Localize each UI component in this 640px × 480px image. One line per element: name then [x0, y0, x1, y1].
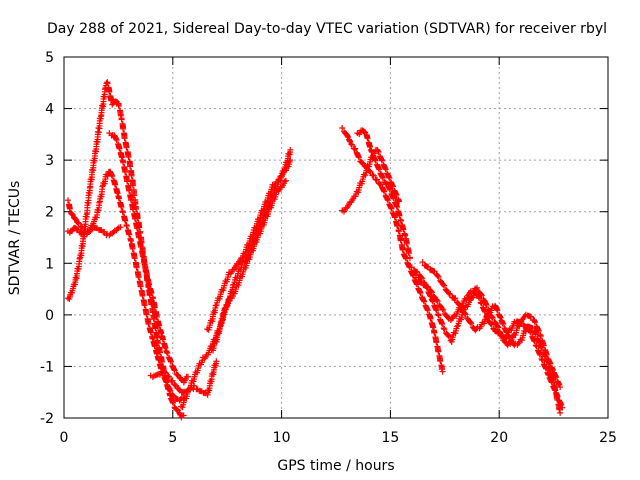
x-tick-label: 15: [381, 430, 399, 446]
y-tick-label: -1: [40, 359, 54, 375]
y-tick-label: 0: [45, 308, 54, 324]
series-trace-j: [339, 146, 403, 215]
axis-ticks: 0 5 10 15 20 25 -2 -1 0 1 2 3 4 5: [40, 50, 617, 446]
data-marker-path: [413, 274, 564, 391]
series-trace-k: [354, 127, 413, 262]
data-marker-path: [64, 168, 187, 404]
series-trace-a: [64, 79, 187, 421]
series-trace-b: [64, 168, 187, 404]
series-trace-i: [339, 125, 446, 375]
chart-title: Day 288 of 2021, Sidereal Day-to-day VTE…: [47, 21, 607, 37]
x-tick-label: 5: [168, 430, 177, 446]
data-points: [64, 79, 566, 421]
series-trace-c: [64, 197, 124, 239]
x-tick-label: 25: [599, 430, 617, 446]
data-marker-path: [64, 79, 187, 421]
data-marker-path: [354, 127, 413, 262]
y-tick-label: 4: [45, 102, 54, 118]
data-marker-path: [204, 157, 294, 333]
y-axis-label: SDTVAR / TECUs: [7, 181, 23, 296]
series-trace-n: [419, 259, 564, 416]
series-trace-h: [208, 177, 289, 354]
y-tick-label: 2: [45, 205, 54, 221]
series-trace-g: [204, 157, 294, 333]
y-tick-label: 5: [45, 50, 54, 66]
x-tick-label: 0: [60, 430, 69, 446]
data-marker-path: [339, 125, 446, 375]
y-tick-label: 3: [45, 153, 54, 169]
data-marker-path: [419, 259, 564, 416]
x-axis-label: GPS time / hours: [277, 458, 394, 474]
series-trace-m: [413, 274, 564, 391]
data-marker-path: [208, 177, 289, 354]
data-marker-path: [64, 197, 124, 239]
series-trace-d: [106, 130, 192, 386]
plot-frame: [63, 56, 609, 419]
x-tick-label: 10: [273, 430, 291, 446]
y-tick-label: -2: [40, 411, 54, 427]
x-tick-label: 20: [490, 430, 508, 446]
grid: [64, 57, 608, 418]
data-marker-path: [106, 130, 192, 386]
y-tick-label: 1: [45, 256, 54, 272]
data-marker-path: [339, 146, 403, 215]
